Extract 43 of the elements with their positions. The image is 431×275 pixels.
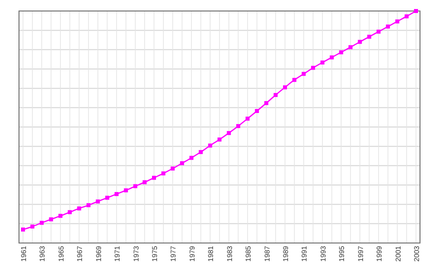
point [320,60,324,65]
point [49,217,54,222]
point [218,138,222,142]
point [152,176,156,180]
point [311,66,316,70]
point [226,131,231,136]
point [376,30,381,34]
point [330,55,334,60]
point [198,150,203,154]
point [40,220,44,225]
point [189,156,194,160]
point [348,45,352,50]
point [236,124,240,128]
point [133,184,138,188]
point [292,78,296,82]
point [105,196,110,200]
point [114,192,119,196]
point [386,24,390,29]
point [68,210,72,214]
point [58,214,62,218]
point [395,19,400,24]
point [30,224,34,229]
point [358,40,362,44]
point [21,228,25,232]
point [264,101,268,106]
point [367,34,372,39]
point [414,9,418,13]
point [246,116,250,121]
point [170,166,175,171]
point [302,72,306,76]
point [77,206,82,210]
point [283,85,287,90]
point [404,14,409,18]
point [96,199,100,204]
point [161,171,166,176]
point [274,92,278,97]
point [142,180,147,184]
point [254,108,259,113]
point [180,161,184,166]
point [339,50,344,54]
point [124,188,128,192]
point [208,144,212,148]
point [86,203,90,208]
